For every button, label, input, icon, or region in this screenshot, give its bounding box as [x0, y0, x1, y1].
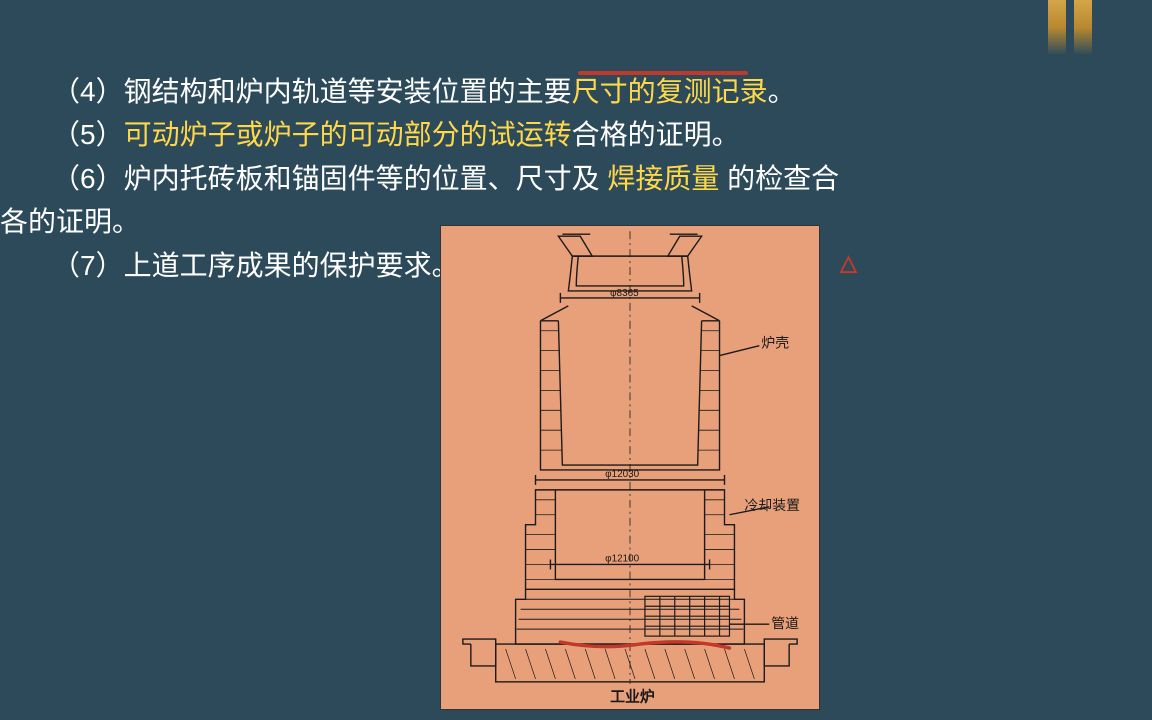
item-4-num: （4） [52, 76, 124, 107]
dim-mid: φ12030 [605, 469, 640, 480]
dim-lower: φ12100 [605, 554, 640, 565]
item-6-text-a: 炉内托砖板和锚固件等的位置、尺寸及 [124, 163, 608, 194]
item-6-highlight: 焊接质量 [607, 163, 719, 194]
label-cooling: 冷却装置 [744, 497, 800, 513]
item-6: （6）炉内托砖板和锚固件等的位置、尺寸及 焊接质量 的检查合 [0, 157, 1132, 200]
item-7-num: （7） [52, 250, 124, 281]
item-6-num: （6） [52, 163, 124, 194]
dim-upper: φ8365 [610, 288, 639, 299]
item-4: （4）钢结构和炉内轨道等安装位置的主要尺寸的复测记录。 [0, 70, 1132, 113]
diagram-caption: 工业炉 [610, 688, 655, 706]
furnace-svg: φ8365 φ12030 φ12100 炉壳 冷却装置 管道 工业炉 [441, 226, 819, 709]
item-5-num: （5） [52, 119, 124, 150]
item-7-text: 上道工序成果的保护要求。 [124, 250, 460, 281]
item-4-highlight: 尺寸的复测记录 [572, 76, 768, 107]
item-6-text-b: 的检查合 [719, 163, 839, 194]
item-5: （5）可动炉子或炉子的可动部分的试运转合格的证明。 [0, 113, 1132, 156]
furnace-diagram: φ8365 φ12030 φ12100 炉壳 冷却装置 管道 工业炉 [440, 225, 820, 710]
label-shell: 炉壳 [761, 335, 789, 351]
corner-decoration [1012, 0, 1092, 60]
label-pipe: 管道 [771, 615, 799, 631]
item-4-text-a: 钢结构和炉内轨道等安装位置的主要 [124, 76, 572, 107]
item-5-text-b: 合格的证明。 [572, 119, 740, 150]
item-4-text-b: 。 [768, 76, 796, 107]
item-5-highlight: 可动炉子或炉子的可动部分的试运转 [124, 119, 572, 150]
